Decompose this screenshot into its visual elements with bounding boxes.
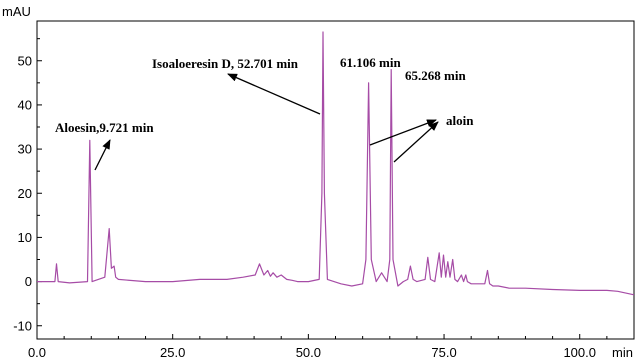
x-tick-label: 0.0 (28, 345, 46, 360)
y-tick-label: 20 (18, 186, 32, 201)
y-tick-label: 0 (25, 274, 32, 289)
annotation-label: 65.268 min (405, 68, 466, 83)
annotation-arrow (227, 73, 321, 115)
x-axis-label: min (612, 345, 633, 360)
y-tick-label: 30 (18, 142, 32, 157)
y-tick-label: 10 (18, 230, 32, 245)
trace-group (37, 31, 635, 296)
annotation-arrow (94, 139, 111, 171)
axes: mAU min (2, 4, 635, 360)
plot-frame (36, 20, 635, 340)
y-axis-label: mAU (2, 4, 31, 19)
annotation-label: 61.106 min (340, 55, 401, 70)
annotations: Aloesin,9.721 min Isoaloeresin D, 52.701 … (55, 55, 474, 171)
y-tick-label: 40 (18, 97, 32, 112)
annotation-arrow (369, 119, 437, 146)
x-tick-label: 50.0 (296, 345, 321, 360)
series-line-0 (37, 31, 635, 296)
x-tick-label: 25.0 (160, 345, 185, 360)
y-tick-label: 50 (18, 53, 32, 68)
y-tick-label: -10 (13, 318, 32, 333)
annotation-label: aloin (446, 113, 474, 128)
ticks: -10 0 10 20 30 40 50 0.0 25.0 50.0 75.0 100.0 (13, 38, 608, 360)
annotation-arrow (393, 121, 439, 163)
x-tick-label: 75.0 (431, 345, 456, 360)
annotation-label: Isoaloeresin D, 52.701 min (152, 56, 299, 71)
annotation-label: Aloesin,9.721 min (55, 120, 154, 135)
x-tick-label: 100.0 (563, 345, 596, 360)
